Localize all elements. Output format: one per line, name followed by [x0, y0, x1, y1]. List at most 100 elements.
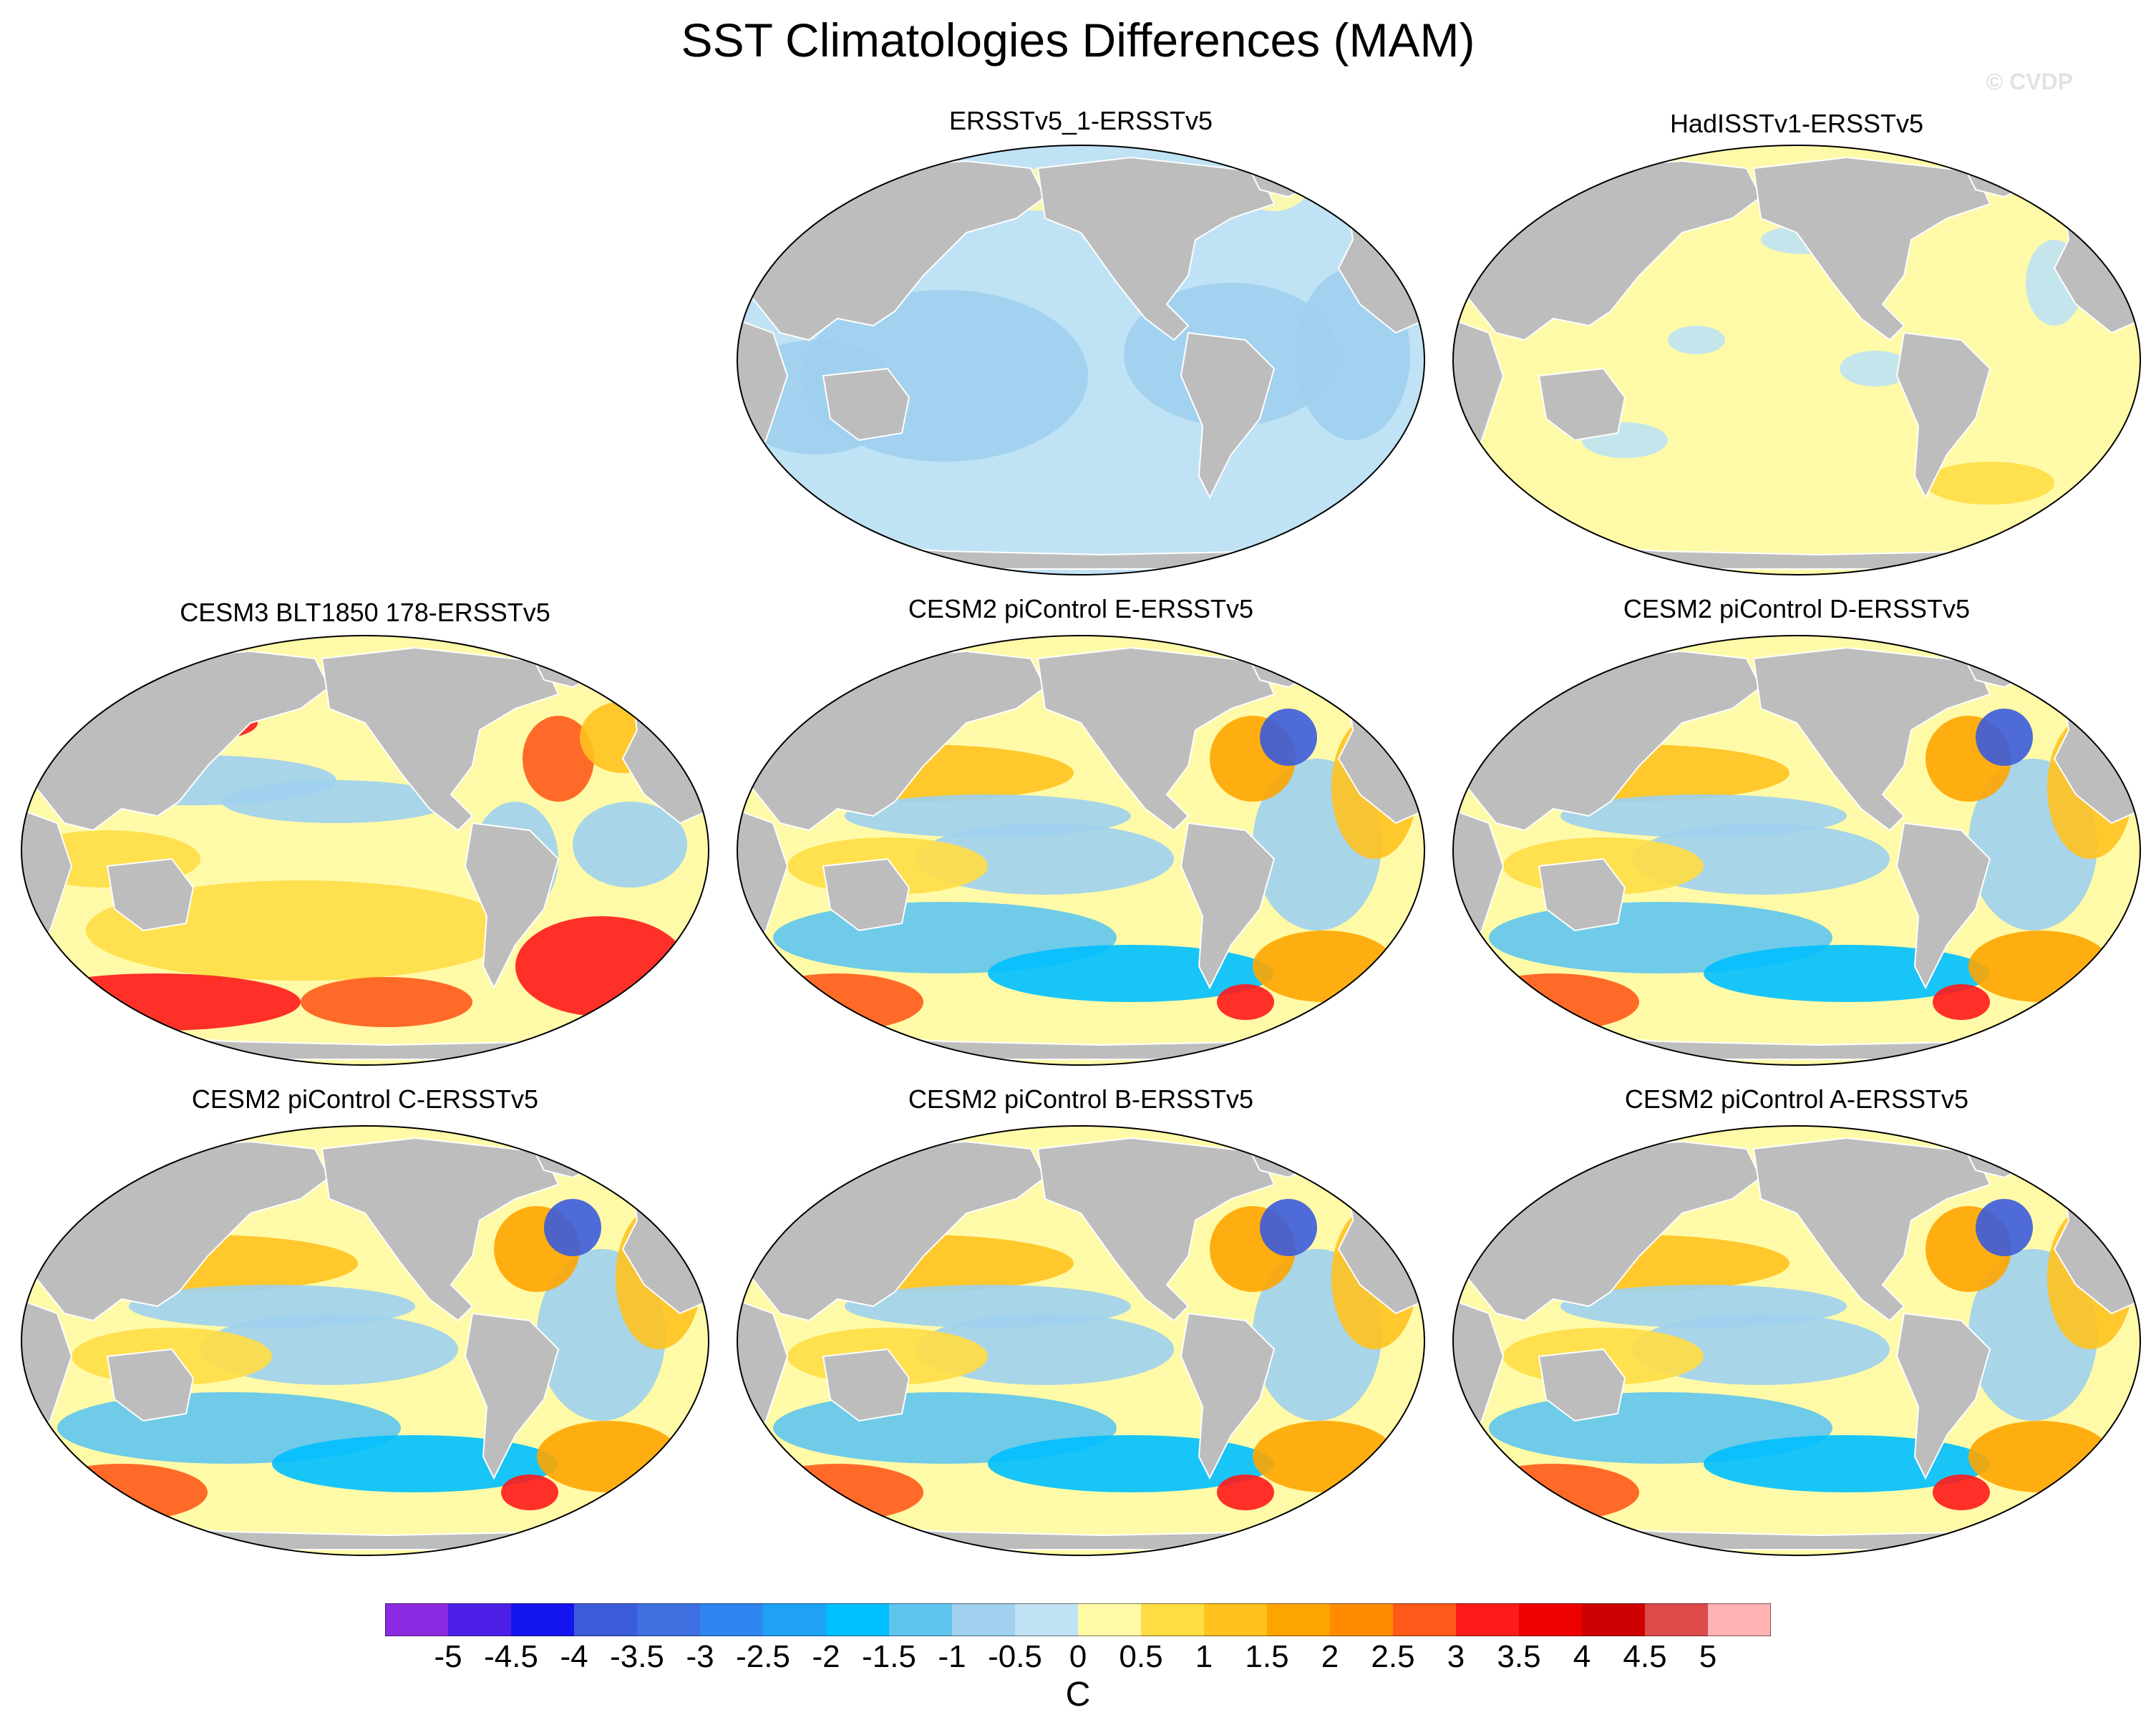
map-field	[21, 636, 709, 1065]
colorbar-swatch	[763, 1603, 827, 1636]
south-america-land	[464, 1312, 560, 1480]
anomaly-region	[1968, 930, 2112, 1002]
colorbar-swatch	[700, 1603, 764, 1636]
figure-title: SST Climatologies Differences (MAM)	[681, 14, 1475, 67]
map-field	[21, 1126, 709, 1555]
anomaly-region	[523, 716, 594, 802]
anomaly-region	[222, 780, 451, 823]
map-field	[737, 145, 1424, 575]
colorbar-units: C	[1065, 1676, 1091, 1714]
anomaly-region	[1217, 1474, 1274, 1510]
australia-land	[106, 1348, 195, 1422]
colorbar-tick-label: -4	[560, 1639, 588, 1674]
colorbar-tick-label: 1	[1195, 1639, 1213, 1674]
panel-title: HadISSTv1-ERSSTv5	[1669, 109, 1924, 138]
australia-land	[822, 1348, 911, 1422]
colorbar-swatch	[889, 1603, 953, 1636]
anomaly-region	[1632, 1313, 1890, 1385]
anomaly-region	[1926, 462, 2054, 505]
colorbar-tick-label: -3	[686, 1639, 714, 1674]
colorbar-swatch	[1015, 1603, 1079, 1636]
anomaly-region	[573, 802, 687, 888]
map-field	[737, 636, 1424, 1065]
colorbar-tick-label: -2.5	[736, 1639, 790, 1674]
colorbar-tick-label: 1.5	[1245, 1639, 1289, 1674]
anomaly-region	[86, 880, 515, 981]
anomaly-region	[1976, 709, 2033, 766]
colorbar-swatch	[1708, 1603, 1771, 1636]
anomaly-region	[301, 977, 472, 1027]
map-border	[21, 635, 709, 1066]
map-plot	[737, 145, 1425, 575]
colorbar-tick-label: -2	[812, 1639, 840, 1674]
colorbar-swatch	[1204, 1603, 1268, 1636]
south-america-land	[1895, 1312, 1991, 1480]
map-border	[1452, 145, 2141, 575]
map-border	[737, 1125, 1425, 1556]
colorbar-tick-label: 0	[1069, 1639, 1087, 1674]
panel-ersstv5-1: ERSSTv5_1-ERSSTv5	[730, 100, 1432, 580]
australia-land	[106, 857, 195, 932]
map-field	[1453, 145, 2140, 575]
south-america-land	[1895, 822, 1991, 990]
panel-title: CESM3 BLT1850 178-ERSSTv5	[180, 598, 550, 627]
colorbar-swatch	[511, 1603, 575, 1636]
colorbar-swatch	[1645, 1603, 1709, 1636]
map-plot	[21, 635, 709, 1066]
colorbar-tick-label: 3.5	[1497, 1639, 1541, 1674]
panel-title: CESM2 piControl A-ERSSTv5	[1624, 1084, 1969, 1114]
australia-land	[1538, 367, 1626, 442]
colorbar-labels: -5 -4.5 -4 -3.5 -3 -2.5 -2 -1.5 -1 -0.5 0 0.5 1 1.5 2 2…	[0, 1639, 2156, 1682]
south-america-land	[1180, 1312, 1276, 1480]
anomaly-region	[1668, 326, 1725, 354]
anomaly-region	[501, 1474, 558, 1510]
panel-cesm2-a: CESM2 piControl A-ERSSTv5	[1446, 1081, 2147, 1560]
colorbar-tick-label: -4.5	[484, 1639, 538, 1674]
map-border	[21, 1125, 709, 1556]
anomaly-region	[1840, 351, 1911, 387]
map-plot	[737, 1125, 1425, 1556]
colorbar-tick-label: 3	[1447, 1639, 1465, 1674]
colorbar-swatch	[826, 1603, 890, 1636]
colorbar-swatch	[1078, 1603, 1142, 1636]
map-plot	[737, 635, 1425, 1066]
colorbar-swatch	[1267, 1603, 1331, 1636]
colorbar-swatch	[637, 1603, 701, 1636]
map-border	[1452, 1125, 2141, 1556]
panel-cesm2-e: CESM2 piControl E-ERSSTv5	[730, 591, 1432, 1070]
colorbar-swatch	[1582, 1603, 1646, 1636]
anomaly-region	[515, 916, 687, 1016]
colorbar-swatch	[1519, 1603, 1583, 1636]
panel-title: CESM2 piControl C-ERSSTv5	[191, 1084, 539, 1114]
map-plot	[1452, 1125, 2141, 1556]
colorbar-tick-label: 4	[1573, 1639, 1591, 1674]
colorbar-swatch	[1141, 1603, 1205, 1636]
map-border	[737, 145, 1425, 575]
panel-cesm2-b: CESM2 piControl B-ERSSTv5	[730, 1081, 1432, 1560]
colorbar-swatch	[952, 1603, 1016, 1636]
south-america-land	[1180, 331, 1276, 500]
map-plot	[21, 1125, 709, 1556]
colorbar-tick-label: -3.5	[610, 1639, 664, 1674]
panel-cesm2-d: CESM2 piControl D-ERSSTv5	[1446, 591, 2147, 1070]
anomaly-region	[1260, 709, 1317, 766]
anomaly-region	[1253, 930, 1396, 1002]
panel-title: CESM2 piControl E-ERSSTv5	[908, 594, 1254, 623]
colorbar-tick-label: 0.5	[1119, 1639, 1163, 1674]
panel-title: CESM2 piControl B-ERSSTv5	[908, 1084, 1254, 1114]
colorbar-tick-label: -5	[434, 1639, 462, 1674]
colorbar-tick-label: 4.5	[1623, 1639, 1667, 1674]
anomaly-region	[1933, 984, 1990, 1020]
australia-land	[822, 857, 911, 932]
australia-land	[1538, 1348, 1626, 1422]
colorbar-swatch	[385, 1603, 449, 1636]
colorbar-tick-label: 2.5	[1371, 1639, 1415, 1674]
colorbar-tick-label: 2	[1321, 1639, 1339, 1674]
anomaly-region	[1260, 1199, 1317, 1256]
anomaly-region	[537, 1421, 680, 1492]
anomaly-region	[916, 1313, 1174, 1385]
australia-land	[822, 367, 911, 442]
map-field	[1453, 636, 2140, 1065]
anomaly-region	[200, 1313, 458, 1385]
map-border	[1452, 635, 2141, 1066]
